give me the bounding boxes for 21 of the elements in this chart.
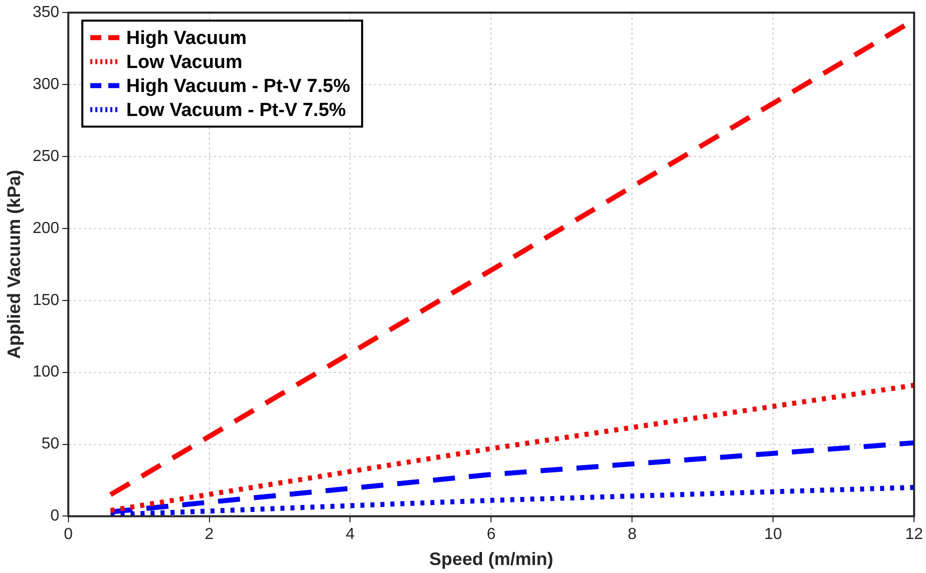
- x-tick-label: 8: [628, 526, 637, 544]
- y-tick-label: 0: [50, 508, 60, 525]
- y-tick-label: 200: [32, 220, 60, 237]
- legend-label: Low Vacuum: [126, 52, 242, 73]
- y-axis-title: Applied Vacuum (kPa): [4, 170, 24, 359]
- x-tick-label: 12: [905, 526, 924, 544]
- x-tick-label: 6: [486, 526, 496, 544]
- x-axis-title: Speed (m/min): [429, 549, 554, 570]
- y-tick-label: 350: [32, 4, 60, 22]
- legend-label: High Vacuum: [126, 28, 247, 49]
- y-tick-label: 50: [42, 436, 60, 453]
- y-tick-label: 100: [32, 364, 60, 381]
- x-tick-label: 0: [64, 526, 73, 544]
- x-tick-label: 10: [764, 526, 782, 544]
- legend-label: High Vacuum - Pt-V 7.5%: [126, 76, 350, 97]
- x-tick-label: 2: [204, 526, 214, 544]
- y-tick-label: 150: [32, 292, 60, 309]
- x-tick-label: 4: [346, 526, 355, 544]
- legend-label: Low Vacuum - Pt-V 7.5%: [126, 100, 346, 121]
- y-tick-label: 300: [32, 76, 60, 93]
- y-tick-label: 250: [32, 148, 60, 165]
